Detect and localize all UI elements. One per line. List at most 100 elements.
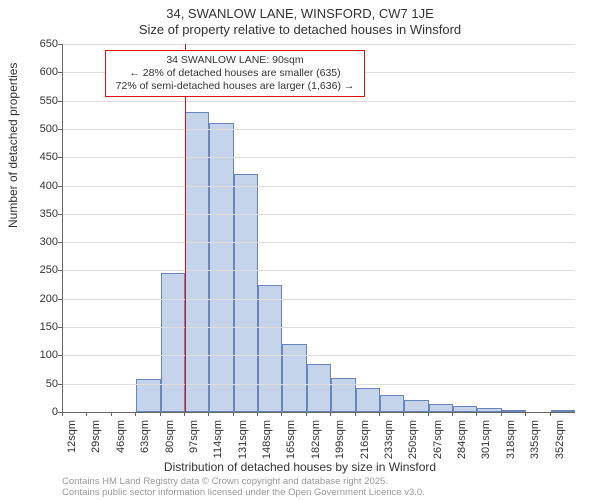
x-tick-label: 267sqm	[432, 420, 444, 470]
x-tick-mark	[403, 412, 404, 416]
y-tick-mark	[58, 355, 62, 356]
histogram-bar	[209, 123, 233, 412]
y-axis-label: Number of detached properties	[6, 63, 20, 228]
x-tick-label: 165sqm	[285, 420, 297, 470]
y-tick-mark	[58, 270, 62, 271]
x-tick-mark	[62, 412, 63, 416]
y-tick-mark	[58, 101, 62, 102]
x-tick-mark	[257, 412, 258, 416]
histogram-bar	[477, 408, 501, 412]
gridline	[63, 355, 575, 356]
x-tick-mark	[135, 412, 136, 416]
x-tick-label: 216sqm	[359, 420, 371, 470]
y-tick-mark	[58, 384, 62, 385]
x-tick-label: 199sqm	[334, 420, 346, 470]
x-tick-mark	[160, 412, 161, 416]
x-tick-mark	[281, 412, 282, 416]
histogram-bar	[258, 285, 282, 412]
x-tick-label: 318sqm	[505, 420, 517, 470]
y-tick-mark	[58, 327, 62, 328]
x-tick-label: 46sqm	[115, 420, 127, 470]
gridline	[63, 242, 575, 243]
histogram-bar	[429, 404, 453, 412]
gridline	[63, 157, 575, 158]
annotation-box: 34 SWANLOW LANE: 90sqm ← 28% of detached…	[105, 50, 365, 97]
histogram-bar	[234, 174, 258, 412]
x-tick-mark	[233, 412, 234, 416]
y-tick-mark	[58, 186, 62, 187]
x-tick-mark	[330, 412, 331, 416]
y-tick-label: 50	[22, 378, 58, 390]
histogram-bar	[551, 410, 575, 412]
x-tick-mark	[428, 412, 429, 416]
y-tick-mark	[58, 129, 62, 130]
x-tick-mark	[111, 412, 112, 416]
x-tick-mark	[379, 412, 380, 416]
x-tick-label: 335sqm	[529, 420, 541, 470]
y-tick-label: 300	[22, 236, 58, 248]
gridline	[63, 44, 575, 45]
x-tick-label: 148sqm	[261, 420, 273, 470]
gridline	[63, 101, 575, 102]
chart-title-1: 34, SWANLOW LANE, WINSFORD, CW7 1JE	[0, 6, 600, 21]
y-tick-label: 400	[22, 180, 58, 192]
y-tick-label: 200	[22, 293, 58, 305]
y-tick-mark	[58, 242, 62, 243]
gridline	[63, 186, 575, 187]
y-tick-mark	[58, 72, 62, 73]
y-tick-mark	[58, 299, 62, 300]
x-tick-label: 114sqm	[212, 420, 224, 470]
y-tick-mark	[58, 44, 62, 45]
gridline	[63, 214, 575, 215]
gridline	[63, 299, 575, 300]
x-tick-label: 284sqm	[456, 420, 468, 470]
x-tick-label: 131sqm	[237, 420, 249, 470]
annot-line1: 34 SWANLOW LANE: 90sqm	[111, 54, 359, 67]
chart-container: 34, SWANLOW LANE, WINSFORD, CW7 1JE Size…	[0, 0, 600, 500]
x-tick-mark	[501, 412, 502, 416]
chart-title-2: Size of property relative to detached ho…	[0, 22, 600, 37]
x-tick-label: 250sqm	[407, 420, 419, 470]
gridline	[63, 327, 575, 328]
histogram-bar	[307, 364, 331, 412]
histogram-bar	[356, 388, 380, 412]
y-tick-mark	[58, 157, 62, 158]
x-tick-label: 233sqm	[383, 420, 395, 470]
reference-line	[185, 44, 186, 412]
y-tick-label: 100	[22, 349, 58, 361]
x-tick-label: 29sqm	[90, 420, 102, 470]
y-tick-label: 650	[22, 38, 58, 50]
annot-line2: ← 28% of detached houses are smaller (63…	[111, 67, 359, 80]
x-tick-mark	[355, 412, 356, 416]
x-tick-label: 80sqm	[164, 420, 176, 470]
x-tick-mark	[452, 412, 453, 416]
x-tick-mark	[184, 412, 185, 416]
histogram-bar	[453, 406, 477, 412]
histogram-bar	[282, 344, 306, 412]
histogram-bar	[502, 410, 526, 412]
y-tick-label: 550	[22, 95, 58, 107]
y-tick-label: 450	[22, 151, 58, 163]
y-tick-mark	[58, 214, 62, 215]
footnote-2: Contains public sector information licen…	[62, 487, 425, 498]
histogram-bar	[161, 273, 185, 412]
x-tick-label: 301sqm	[480, 420, 492, 470]
y-tick-label: 250	[22, 264, 58, 276]
histogram-bar	[404, 400, 428, 412]
footnote-1: Contains HM Land Registry data © Crown c…	[62, 476, 388, 487]
x-tick-mark	[525, 412, 526, 416]
annot-line3: 72% of semi-detached houses are larger (…	[111, 80, 359, 93]
x-tick-label: 12sqm	[66, 420, 78, 470]
gridline	[63, 129, 575, 130]
y-tick-label: 600	[22, 66, 58, 78]
plot-area: 34 SWANLOW LANE: 90sqm ← 28% of detached…	[62, 44, 575, 413]
x-tick-label: 97sqm	[188, 420, 200, 470]
x-tick-label: 182sqm	[310, 420, 322, 470]
histogram-bar	[380, 395, 404, 412]
y-tick-label: 500	[22, 123, 58, 135]
x-tick-mark	[550, 412, 551, 416]
x-tick-label: 63sqm	[139, 420, 151, 470]
x-tick-mark	[306, 412, 307, 416]
x-tick-mark	[86, 412, 87, 416]
y-tick-label: 350	[22, 208, 58, 220]
